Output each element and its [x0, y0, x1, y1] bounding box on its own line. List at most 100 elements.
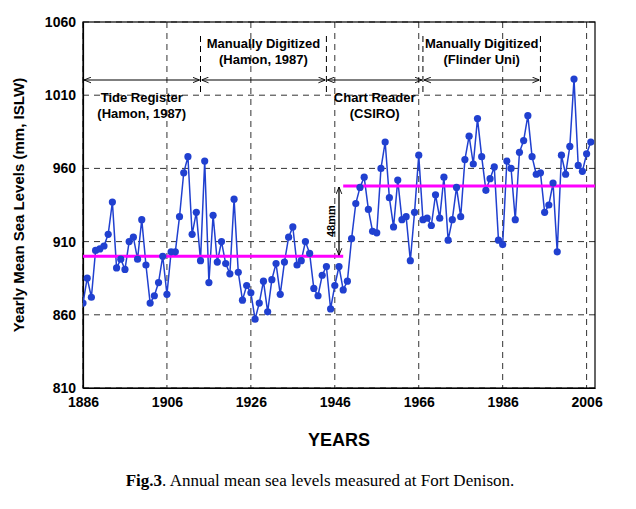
data-point	[105, 231, 112, 238]
data-point	[394, 177, 401, 184]
data-point	[84, 275, 91, 282]
data-point	[155, 279, 162, 286]
data-point	[247, 289, 254, 296]
y-axis: 810 860 910 960 1010 1060	[45, 14, 84, 396]
data-point	[260, 278, 267, 285]
data-point	[474, 115, 481, 122]
data-point	[457, 213, 464, 220]
data-point	[549, 179, 556, 186]
y-tick: 910	[53, 234, 83, 250]
data-point	[314, 292, 321, 299]
data-point	[453, 184, 460, 191]
period-label: Chart Reader	[334, 90, 416, 105]
period-arrow	[327, 79, 422, 80]
data-point	[428, 222, 435, 229]
x-tick-label: 1926	[236, 394, 267, 410]
data-point	[499, 241, 506, 248]
period-boundary	[422, 36, 423, 96]
data-point	[226, 270, 233, 277]
data-point	[180, 169, 187, 176]
data-point	[243, 282, 250, 289]
data-point	[579, 168, 586, 175]
grid	[83, 22, 595, 388]
plot: 1886190619261946196619862006810860910960…	[45, 14, 603, 410]
y-tick: 960	[53, 160, 83, 176]
data-point	[272, 260, 279, 267]
data-point	[193, 209, 200, 216]
x-axis-line	[84, 388, 596, 389]
data-point	[440, 174, 447, 181]
data-point	[356, 184, 363, 191]
data-point	[344, 278, 351, 285]
y-tick: 860	[53, 307, 83, 323]
data-point	[285, 234, 292, 241]
data-point	[302, 238, 309, 245]
data-point	[528, 153, 535, 160]
x-axis-title: YEARS	[308, 430, 370, 450]
period-boundary	[326, 36, 327, 96]
data-point	[222, 260, 229, 267]
data-point	[331, 282, 338, 289]
data-point	[100, 242, 107, 249]
y-tick-label: 810	[53, 380, 77, 396]
step-label: 48mm	[325, 205, 337, 237]
data-point	[562, 171, 569, 178]
x-tick: 1966	[404, 388, 435, 410]
data-point	[465, 133, 472, 140]
y-tick: 810	[53, 380, 83, 396]
series-line	[83, 79, 591, 319]
data-point	[507, 165, 514, 172]
grid-line-x	[250, 22, 251, 388]
y-axis-line	[83, 23, 84, 389]
data-point	[575, 162, 582, 169]
data-point	[503, 157, 510, 164]
data-point	[159, 253, 166, 260]
data-point	[268, 276, 275, 283]
period-boundary	[540, 36, 541, 96]
plot-frame	[83, 22, 595, 388]
data-point	[205, 279, 212, 286]
y-tick: 1010	[45, 87, 83, 103]
data-point	[365, 206, 372, 213]
data-point	[432, 191, 439, 198]
data-point	[134, 256, 141, 263]
period-label: (Hamon, 1987)	[219, 52, 308, 67]
period-label: (Hamon, 1987)	[97, 106, 186, 121]
data-point	[407, 257, 414, 264]
period-label: (CSIRO)	[350, 106, 400, 121]
data-point	[587, 138, 594, 145]
data-point	[289, 223, 296, 230]
data-point	[147, 299, 154, 306]
data-point	[386, 194, 393, 201]
data-point	[512, 216, 519, 223]
period-arrow	[424, 79, 540, 80]
x-tick-label: 1886	[68, 394, 99, 410]
data-point	[541, 209, 548, 216]
data-point	[335, 263, 342, 270]
y-tick: 1060	[45, 14, 83, 30]
data-point	[352, 200, 359, 207]
period-label: (Flinder Uni)	[443, 52, 520, 67]
data-point	[482, 187, 489, 194]
x-tick-label: 1946	[320, 394, 351, 410]
data-point	[445, 237, 452, 244]
data-point	[491, 163, 498, 170]
x-tick: 1926	[236, 388, 267, 410]
data-point	[109, 198, 116, 205]
data-point	[323, 263, 330, 270]
period-label: Manually Digitized	[207, 36, 320, 51]
data-point	[566, 143, 573, 150]
x-tick: 1986	[488, 388, 519, 410]
x-tick-label: 1966	[404, 394, 435, 410]
y-axis-title: Yearly Mean Sea Levels (mm, ISLW)	[10, 78, 27, 332]
data-point	[197, 257, 204, 264]
data-point	[138, 216, 145, 223]
data-point	[436, 215, 443, 222]
data-point	[310, 285, 317, 292]
data-point	[520, 137, 527, 144]
grid-line-y	[83, 314, 595, 315]
data-point	[281, 258, 288, 265]
period-boundary	[200, 36, 201, 96]
annotations: 48mmTide Register(Hamon, 1987)Manually D…	[84, 36, 540, 255]
data-point	[461, 156, 468, 163]
